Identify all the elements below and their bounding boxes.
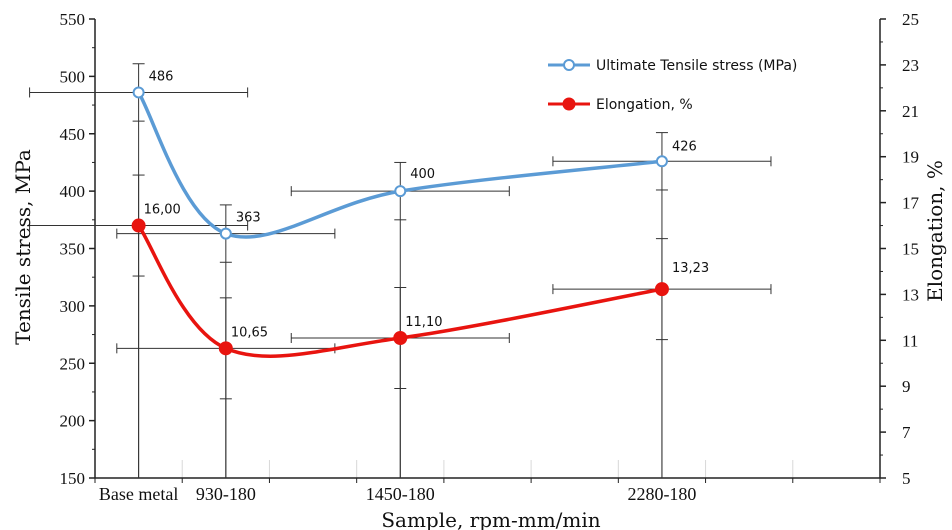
legend-marker-tensile bbox=[563, 59, 575, 71]
data-label-tensile: 363 bbox=[236, 211, 261, 226]
legend-label-tensile: Ultimate Tensile stress (MPa) bbox=[596, 58, 797, 74]
y-tick-label: 400 bbox=[60, 182, 86, 201]
y2-axis-title: Elongation, % bbox=[923, 160, 947, 302]
x-tick-label: 1450-180 bbox=[366, 484, 435, 504]
y2-tick-label: 17 bbox=[902, 194, 920, 213]
legend-item-elongation: Elongation, % bbox=[548, 97, 693, 113]
data-point-elongation bbox=[131, 218, 146, 233]
data-label-elongation: 16,00 bbox=[144, 203, 181, 218]
data-label-elongation: 13,23 bbox=[672, 261, 709, 276]
y2-tick-label: 9 bbox=[902, 377, 911, 396]
y2-tick-label: 15 bbox=[902, 240, 919, 259]
axes-layer: 150 200 250 300 350 400 450 500 550 5 7 9 11 13 15 17 19… bbox=[60, 10, 920, 504]
y2-tick-label: 19 bbox=[902, 148, 919, 167]
y2-tick-label: 5 bbox=[902, 469, 911, 488]
y2-tick-label: 21 bbox=[902, 102, 919, 121]
legend: Ultimate Tensile stress (MPa) Elongation… bbox=[548, 58, 797, 113]
y2-tick-label: 25 bbox=[902, 10, 919, 29]
y-tick-label: 450 bbox=[60, 125, 86, 144]
data-point-elongation bbox=[218, 341, 233, 356]
x-tick-label: 2280-180 bbox=[627, 484, 696, 504]
data-point-tensile bbox=[219, 227, 232, 240]
y2-tick-label: 11 bbox=[902, 331, 918, 350]
legend-label-elongation: Elongation, % bbox=[596, 97, 693, 113]
marker-layer bbox=[131, 86, 669, 356]
y-tick-label: 500 bbox=[60, 67, 86, 86]
series-line-tensile bbox=[136, 90, 664, 239]
y2-tick-label: 13 bbox=[902, 285, 919, 304]
data-label-tensile: 400 bbox=[410, 167, 435, 182]
y-axis-title: Tensile stress, MPa bbox=[11, 149, 35, 345]
legend-marker-elongation bbox=[562, 97, 576, 111]
y2-tick-label: 7 bbox=[902, 423, 911, 442]
data-point-tensile bbox=[132, 86, 145, 99]
y-tick-label: 250 bbox=[60, 354, 86, 373]
data-label-tensile: 426 bbox=[672, 139, 697, 154]
data-point-elongation bbox=[393, 331, 408, 346]
label-layer: 486 363 400 426 16,00 10,65 11,10 13,23 bbox=[144, 69, 710, 340]
x-tick-label: Base metal bbox=[99, 484, 178, 504]
y-tick-label: 550 bbox=[60, 10, 86, 29]
legend-item-tensile: Ultimate Tensile stress (MPa) bbox=[548, 58, 797, 74]
y-tick-label: 200 bbox=[60, 412, 86, 431]
series-line-elongation bbox=[136, 223, 664, 358]
data-point-elongation bbox=[654, 282, 669, 297]
line-layer bbox=[136, 90, 664, 358]
x-axis-title: Sample, rpm-mm/min bbox=[381, 508, 600, 530]
x-tick-label: 930-180 bbox=[196, 484, 256, 504]
y-tick-label: 350 bbox=[60, 240, 86, 259]
errorbar-layer bbox=[29, 63, 772, 478]
y-tick-label: 150 bbox=[60, 469, 86, 488]
data-point-tensile bbox=[394, 185, 407, 198]
grid-layer bbox=[181, 460, 794, 478]
data-label-elongation: 10,65 bbox=[231, 325, 268, 340]
data-label-elongation: 11,10 bbox=[405, 315, 442, 330]
y2-tick-label: 23 bbox=[902, 56, 919, 75]
data-label-tensile: 486 bbox=[149, 69, 174, 84]
data-point-tensile bbox=[655, 155, 668, 168]
y-tick-label: 300 bbox=[60, 297, 86, 316]
